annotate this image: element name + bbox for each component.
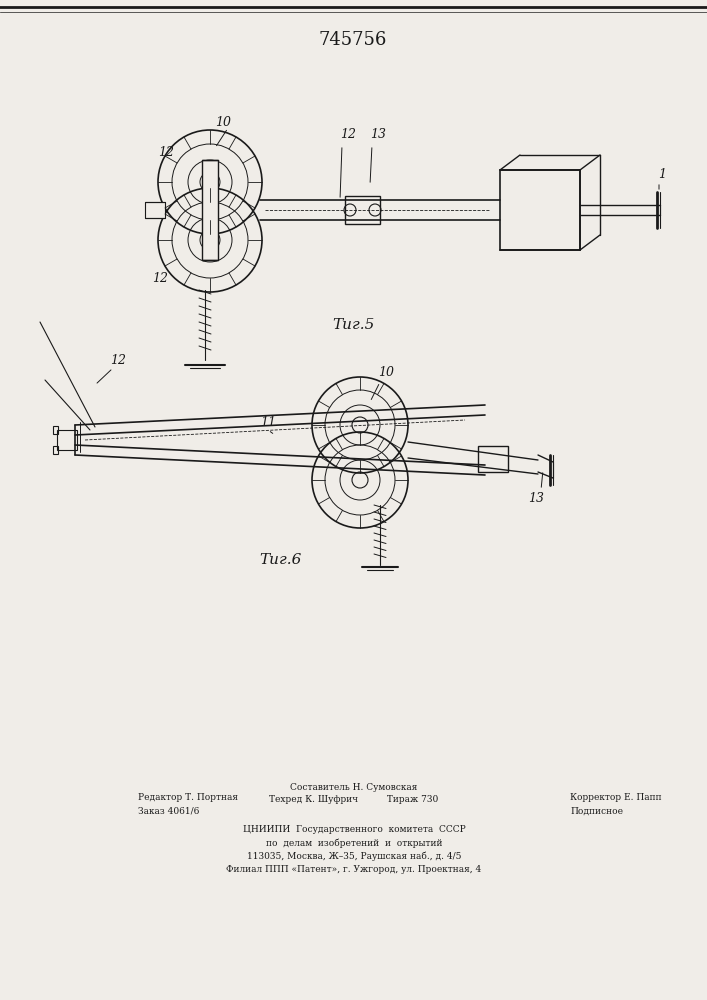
Text: по  делам  изобретений  и  открытий: по делам изобретений и открытий <box>266 838 443 848</box>
Text: 13: 13 <box>370 128 386 141</box>
Text: Филиал ППП «Патент», г. Ужгород, ул. Проектная, 4: Филиал ППП «Патент», г. Ужгород, ул. Про… <box>226 864 481 874</box>
Text: 113035, Москва, Ж–35, Раушская наб., д. 4/5: 113035, Москва, Ж–35, Раушская наб., д. … <box>247 851 461 861</box>
Text: Редактор Т. Портная: Редактор Т. Портная <box>138 792 238 802</box>
Text: Τиг.5: Τиг.5 <box>332 318 374 332</box>
Text: 10: 10 <box>215 115 231 128</box>
Text: 745756: 745756 <box>319 31 387 49</box>
Text: 12: 12 <box>110 354 126 366</box>
Text: Заказ 4061/6: Заказ 4061/6 <box>138 806 199 816</box>
Text: 12: 12 <box>158 145 174 158</box>
Text: Τиг.6: Τиг.6 <box>259 553 301 567</box>
Bar <box>145 202 165 218</box>
Text: 12: 12 <box>340 128 356 141</box>
Text: 10: 10 <box>378 365 394 378</box>
Bar <box>53 446 58 454</box>
Text: 1: 1 <box>658 168 666 182</box>
Bar <box>202 160 218 260</box>
Text: Корректор Е. Папп: Корректор Е. Папп <box>570 792 662 802</box>
Polygon shape <box>75 400 475 435</box>
Bar <box>500 170 580 250</box>
Text: 12: 12 <box>152 271 168 284</box>
Text: Подписное: Подписное <box>570 806 623 816</box>
Bar <box>345 196 380 224</box>
Text: 11: 11 <box>260 416 276 428</box>
Text: 13: 13 <box>528 491 544 504</box>
Text: Составитель Н. Сумовская: Составитель Н. Сумовская <box>291 782 418 792</box>
Text: ЦНИИПИ  Государственного  комитета  СССР: ЦНИИПИ Государственного комитета СССР <box>243 826 465 834</box>
Bar <box>53 426 58 434</box>
Text: Техред К. Шуфрич          Тираж 730: Техред К. Шуфрич Тираж 730 <box>269 794 438 804</box>
Bar <box>57 430 77 450</box>
Bar <box>478 446 508 472</box>
